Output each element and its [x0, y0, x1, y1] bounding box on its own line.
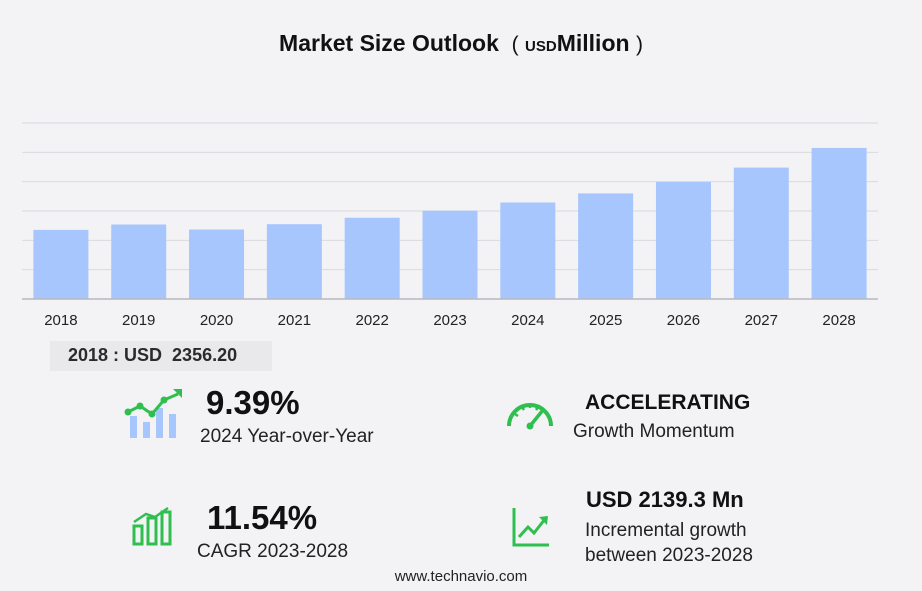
bar-2026	[655, 181, 711, 299]
bar-2022	[344, 217, 400, 299]
yoy-value: 9.39%	[206, 384, 300, 421]
x-tick-label: 2028	[822, 312, 855, 329]
incremental-label-line1: Incremental growth	[585, 520, 747, 541]
growth-trend-icon	[124, 389, 182, 438]
baseline-value: 2018 : USD 2356.20	[68, 345, 238, 365]
yoy-label: 2024 Year-over-Year	[200, 426, 374, 447]
bar-2020	[189, 229, 245, 299]
speedometer-icon	[507, 403, 553, 430]
x-tick-label: 2021	[278, 312, 311, 329]
line-growth-icon	[512, 508, 549, 547]
x-tick-label: 2022	[355, 312, 388, 329]
x-tick-label: 2020	[200, 312, 233, 329]
x-tick-label: 2023	[433, 312, 466, 329]
bar-growth-icon	[132, 506, 172, 546]
x-tick-label: 2025	[589, 312, 622, 329]
x-tick-label: 2024	[511, 312, 544, 329]
bar-2018	[33, 229, 89, 299]
title-unit-word: Million	[556, 30, 630, 56]
x-tick-label: 2027	[745, 312, 778, 329]
bar-2021	[266, 224, 322, 299]
x-tick-label: 2026	[667, 312, 700, 329]
momentum-value: ACCELERATING	[585, 391, 751, 414]
baseline-box	[50, 341, 272, 371]
incremental-label-line2: between 2023-2028	[585, 545, 753, 566]
cagr-label: CAGR 2023-2028	[197, 541, 349, 562]
chart-title: Market Size Outlook ( USDMillion )	[0, 30, 922, 57]
x-tick-label: 2019	[122, 312, 155, 329]
incremental-value: USD 2139.3 Mn	[586, 487, 744, 512]
cagr-value: 11.54%	[207, 499, 318, 536]
bar-chart: 2018 2019 2020 2021 2022 2023 2024 2025 2026 2027…	[22, 122, 878, 329]
x-tick-label: 2018	[44, 312, 77, 329]
bar-2024	[500, 202, 556, 299]
title-paren-close: )	[635, 33, 643, 56]
momentum-label: Growth Momentum	[573, 421, 735, 442]
title-paren-open: (	[511, 33, 519, 56]
bar-2019	[111, 224, 167, 299]
title-main: Market Size Outlook	[279, 30, 499, 56]
bar-2028	[811, 147, 867, 299]
bar-2027	[733, 167, 789, 299]
bar-2025	[578, 193, 634, 299]
bar-2023	[422, 210, 478, 299]
title-unit: USD	[525, 38, 557, 55]
footer-url: www.technavio.com	[394, 568, 528, 585]
